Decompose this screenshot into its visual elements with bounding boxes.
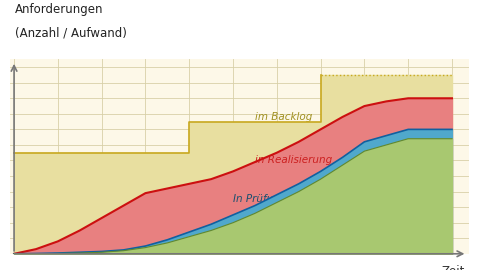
Text: (Anzahl / Aufwand): (Anzahl / Aufwand) [15,27,126,40]
Text: im Backlog: im Backlog [255,112,312,122]
Text: Erledigt: Erledigt [233,218,273,228]
Text: Zeit: Zeit [442,265,465,270]
Text: Anforderungen: Anforderungen [15,3,103,16]
Text: in Realisierung: in Realisierung [255,156,332,166]
Text: In Prüfung: In Prüfung [233,194,287,204]
